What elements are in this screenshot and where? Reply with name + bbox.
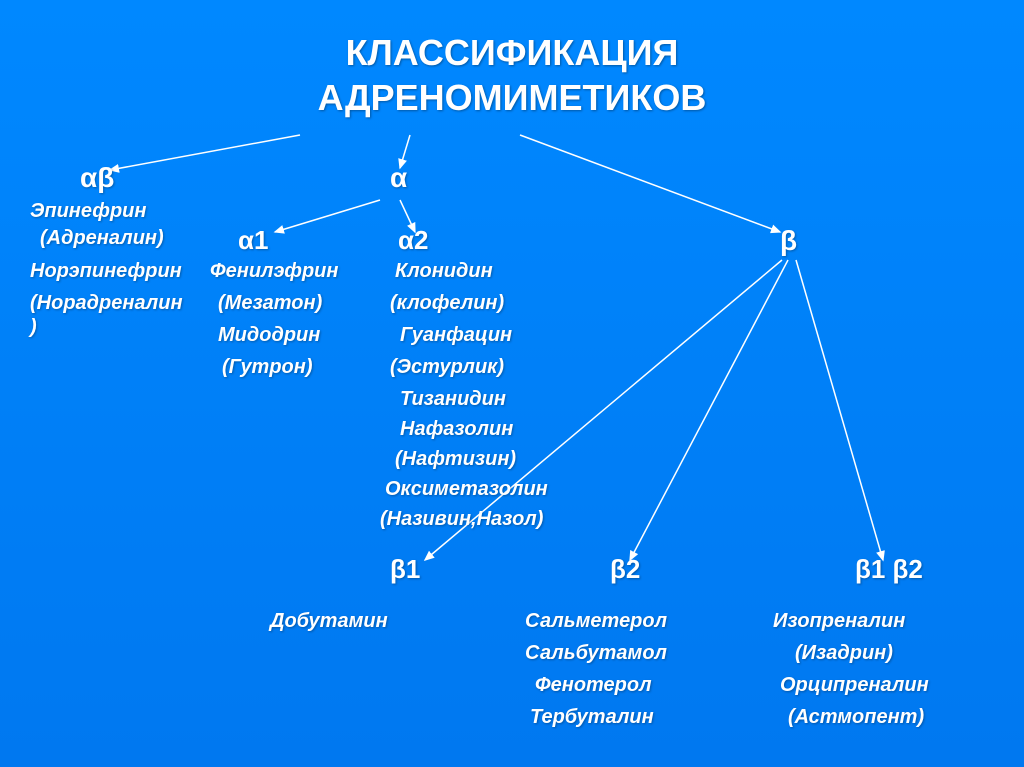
drug-label: Тизанидин: [400, 388, 506, 411]
drug-label: (Нафтизин): [395, 448, 516, 471]
title-line-1: КЛАССИФИКАЦИЯ: [0, 30, 1024, 75]
drug-label: Сальбутамол: [525, 642, 667, 665]
drug-label: ): [30, 316, 37, 339]
drug-label: (Астмопент): [788, 706, 924, 729]
drug-label: Сальметерол: [525, 610, 667, 633]
drug-label: Эпинефрин: [30, 200, 146, 223]
drug-label: (Мезатон): [218, 292, 322, 315]
arrow: [110, 135, 300, 170]
category-beta: β: [780, 225, 797, 257]
drug-label: Клонидин: [395, 260, 493, 283]
drug-label: Фенотерол: [535, 674, 652, 697]
arrow: [796, 260, 883, 560]
subcategory-alpha1: α1: [238, 225, 268, 256]
drug-label: (Називин,Назол): [380, 508, 543, 531]
drug-label: Мидодрин: [218, 324, 320, 347]
subcategory-beta2: β2: [610, 554, 640, 585]
drug-label: Норэпинефрин: [30, 260, 182, 283]
drug-label: (Эстурлик): [390, 356, 504, 379]
drug-label: Нафазолин: [400, 418, 513, 441]
drug-label: Изопреналин: [773, 610, 905, 633]
drug-label: (Гутрон): [222, 356, 313, 379]
subcategory-beta1-beta2: β1 β2: [855, 554, 923, 585]
drug-label: (Изадрин): [795, 642, 893, 665]
drug-label: Орципреналин: [780, 674, 929, 697]
arrow: [630, 260, 788, 560]
category-alpha-beta: αβ: [80, 162, 114, 194]
title-line-2: АДРЕНОМИМЕТИКОВ: [0, 75, 1024, 120]
drug-label: Фенилэфрин: [210, 260, 338, 283]
drug-label: Тербуталин: [530, 706, 654, 729]
arrow: [275, 200, 380, 232]
arrow: [520, 135, 780, 232]
drug-label: (Адреналин): [40, 227, 164, 250]
drug-label: (Норадреналин: [30, 292, 183, 315]
drug-label: Гуанфацин: [400, 324, 512, 347]
drug-label: (клофелин): [390, 292, 504, 315]
subcategory-beta1: β1: [390, 554, 420, 585]
category-alpha: α: [390, 162, 407, 194]
subcategory-alpha2: α2: [398, 225, 428, 256]
drug-label: Оксиметазолин: [385, 478, 548, 501]
diagram-title: КЛАССИФИКАЦИЯ АДРЕНОМИМЕТИКОВ: [0, 0, 1024, 120]
drug-label: Добутамин: [270, 610, 388, 633]
